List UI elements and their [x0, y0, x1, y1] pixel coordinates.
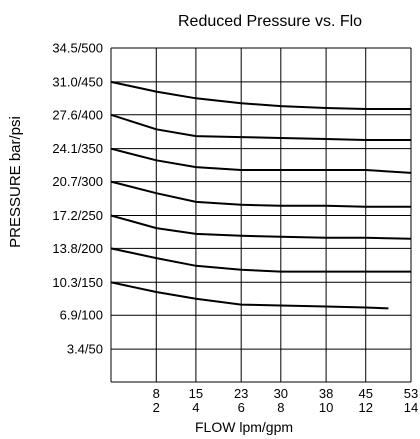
- y-tick-label: 34.5/500: [52, 41, 103, 56]
- grid: [110, 47, 412, 383]
- y-axis-label: PRESSURE bar/psi: [7, 116, 24, 248]
- pressure-curve-5: [110, 214, 412, 240]
- x-tick-label-gpm: 12: [358, 400, 372, 415]
- y-tick-labels: 34.5/500 31.0/450 27.6/400 24.1/350 20.7/300…: [52, 41, 103, 357]
- x-tick-label-lpm: 30: [274, 386, 288, 401]
- pressure-curve-3: [110, 147, 412, 174]
- y-tick-label: 13.8/200: [52, 241, 103, 256]
- y-tick-label: 31.0/450: [52, 74, 103, 89]
- x-tick-label-gpm: 4: [192, 400, 199, 415]
- x-tick-label-lpm: 8: [153, 386, 160, 401]
- y-tick-label: 17.2/250: [52, 208, 103, 223]
- y-tick-label: 24.1/350: [52, 141, 103, 156]
- y-tick-label: 3.4/50: [67, 342, 103, 357]
- chart-title: Reduced Pressure vs. Flo: [178, 13, 362, 30]
- x-tick-label-gpm: 2: [153, 400, 160, 415]
- x-tick-label-lpm: 53: [404, 386, 418, 401]
- pressure-curve-1: [110, 80, 411, 110]
- x-tick-label-gpm: 8: [277, 400, 284, 415]
- pressure-curve-2: [110, 113, 411, 141]
- x-tick-label-lpm: 15: [189, 386, 203, 401]
- y-tick-label: 27.6/400: [52, 107, 103, 122]
- y-tick-label: 10.3/150: [52, 275, 103, 290]
- x-tick-label-gpm: 6: [238, 400, 245, 415]
- pressure-curve-4: [110, 180, 411, 208]
- y-tick-label: 6.9/100: [60, 308, 103, 323]
- x-tick-label-lpm: 45: [358, 386, 372, 401]
- curves: [110, 80, 412, 310]
- y-tick-label: 20.7/300: [52, 174, 103, 189]
- x-tick-label-gpm: 14: [404, 400, 418, 415]
- x-axis-label: FLOW lpm/gpm: [195, 419, 293, 435]
- pressure-curve-7: [110, 281, 389, 310]
- pressure-curve-6: [110, 247, 411, 273]
- x-tick-label-lpm: 38: [319, 386, 333, 401]
- x-tick-label-gpm: 10: [319, 400, 333, 415]
- x-tick-label-lpm: 23: [234, 386, 248, 401]
